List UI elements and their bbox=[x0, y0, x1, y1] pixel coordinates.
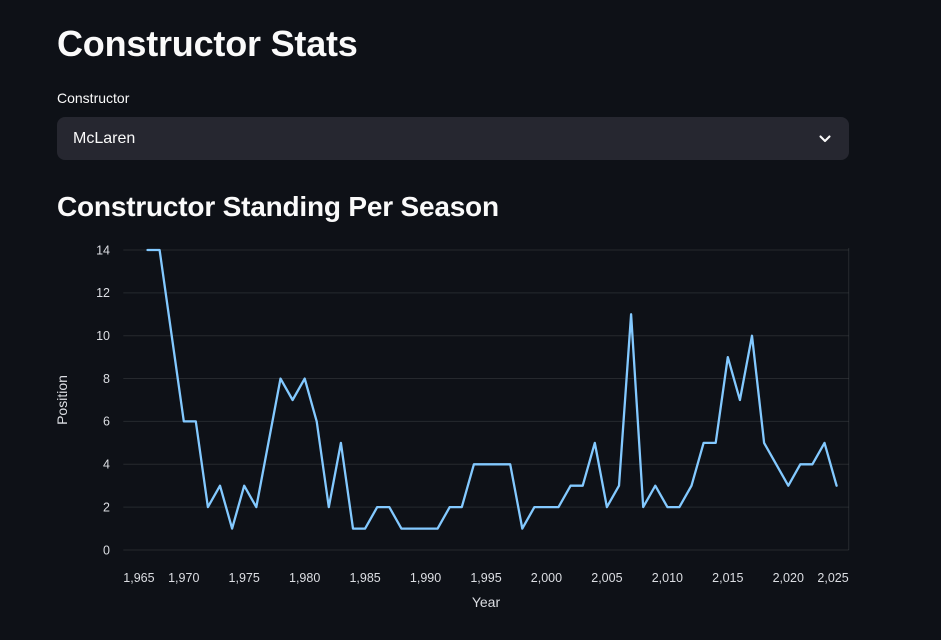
svg-text:2,005: 2,005 bbox=[591, 571, 622, 585]
svg-text:2: 2 bbox=[103, 500, 110, 514]
svg-text:1,975: 1,975 bbox=[229, 571, 260, 585]
svg-text:8: 8 bbox=[103, 372, 110, 386]
svg-text:2,025: 2,025 bbox=[817, 571, 848, 585]
svg-text:1,970: 1,970 bbox=[168, 571, 199, 585]
svg-text:1,980: 1,980 bbox=[289, 571, 320, 585]
svg-text:6: 6 bbox=[103, 415, 110, 429]
svg-text:1,990: 1,990 bbox=[410, 571, 441, 585]
svg-text:1,995: 1,995 bbox=[470, 571, 501, 585]
svg-text:14: 14 bbox=[96, 243, 110, 257]
constructor-select-value: McLaren bbox=[73, 129, 136, 147]
mclaren-position-line bbox=[146, 248, 838, 530]
x-axis-tick-labels: 1,965 1,970 1,975 1,980 1,985 1,990 1,995 2,000… bbox=[123, 571, 848, 585]
svg-text:2,015: 2,015 bbox=[712, 571, 743, 585]
svg-text:1,985: 1,985 bbox=[349, 571, 380, 585]
chevron-down-icon bbox=[819, 134, 831, 142]
svg-text:0: 0 bbox=[103, 543, 110, 557]
svg-text:2,010: 2,010 bbox=[652, 571, 683, 585]
svg-text:1,965: 1,965 bbox=[123, 571, 154, 585]
x-axis-title: Year bbox=[472, 594, 501, 610]
svg-text:2,000: 2,000 bbox=[531, 571, 562, 585]
svg-text:12: 12 bbox=[96, 286, 110, 300]
section-title: Constructor Standing Per Season bbox=[57, 191, 499, 222]
constructor-select[interactable]: McLaren bbox=[57, 117, 849, 160]
constructor-label: Constructor bbox=[57, 90, 130, 106]
page-title: Constructor Stats bbox=[57, 23, 358, 64]
y-axis-title: Position bbox=[54, 375, 70, 425]
svg-text:10: 10 bbox=[96, 329, 110, 343]
svg-text:4: 4 bbox=[103, 458, 110, 472]
svg-text:2,020: 2,020 bbox=[773, 571, 804, 585]
y-axis-tick-labels: 0 2 4 6 8 10 12 14 bbox=[96, 243, 110, 557]
